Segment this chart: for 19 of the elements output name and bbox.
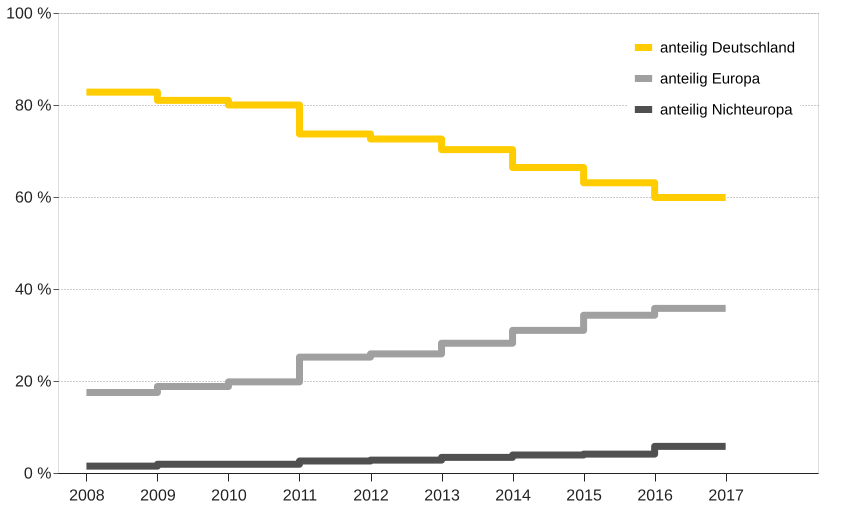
x-tick-label: 2011 xyxy=(282,488,318,504)
x-tick-label: 2014 xyxy=(495,488,531,504)
legend-label: anteilig Deutschland xyxy=(660,40,796,56)
x-tick-label: 2016 xyxy=(637,488,674,504)
y-tick-label: 80 % xyxy=(15,98,52,114)
x-tick-label: 2012 xyxy=(353,488,389,504)
legend-label: anteilig Nichteuropa xyxy=(660,102,794,118)
y-tick-label: 20 % xyxy=(15,374,52,390)
x-tick-label: 2015 xyxy=(566,488,602,504)
x-tick-label: 2010 xyxy=(211,488,247,504)
x-tick-label: 2008 xyxy=(69,488,105,504)
y-tick-label: 100 % xyxy=(6,6,52,22)
legend-label: anteilig Europa xyxy=(660,70,761,88)
x-tick-label: 2013 xyxy=(424,488,460,504)
y-tick-label: 40 % xyxy=(15,282,52,298)
y-tick-label: 0 % xyxy=(24,466,52,482)
y-tick-label: 60 % xyxy=(15,190,52,206)
x-tick-label: 2017 xyxy=(708,488,744,504)
x-tick-label: 2009 xyxy=(140,488,176,504)
